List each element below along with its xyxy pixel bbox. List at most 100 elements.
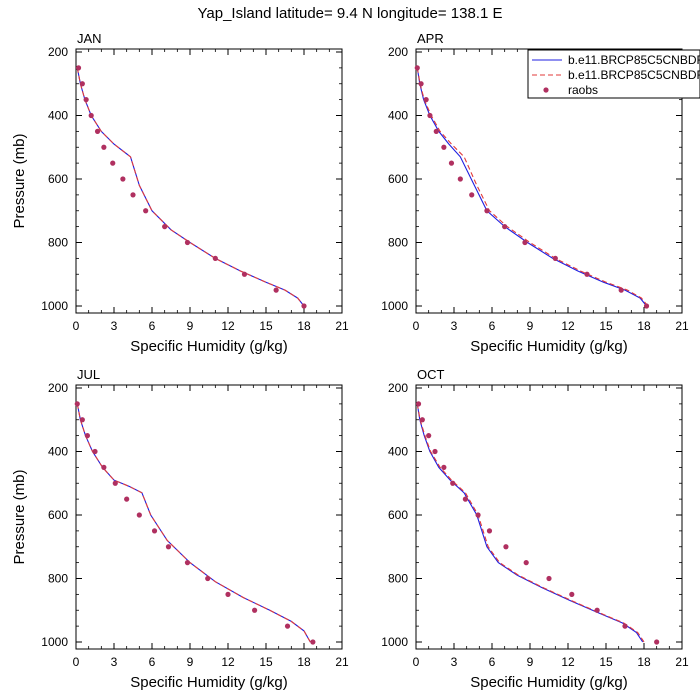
data-point: [448, 160, 455, 166]
data-point: [79, 81, 85, 87]
series-raobs: [74, 401, 316, 645]
x-tick-label: 0: [73, 655, 80, 669]
series-line-1: [76, 403, 311, 643]
data-point: [310, 639, 316, 645]
data-point: [414, 65, 420, 71]
series-line-1: [76, 67, 305, 307]
series-line-2: [416, 67, 649, 307]
data-point: [101, 464, 107, 470]
x-tick-label: 6: [489, 655, 496, 669]
data-point: [252, 607, 258, 613]
x-tick-label: 18: [297, 319, 311, 333]
data-point: [522, 239, 528, 246]
x-tick-label: 6: [489, 319, 496, 333]
data-point: [502, 224, 508, 230]
x-tick-label: 0: [413, 655, 420, 669]
data-point: [427, 112, 433, 119]
y-tick-label: 200: [48, 381, 68, 395]
data-point: [284, 623, 291, 629]
data-point: [450, 480, 456, 486]
x-tick-label: 3: [451, 319, 458, 333]
legend-entry: b.e11.BRCP85C5CNBDRD.f09_g16.001: [532, 53, 700, 67]
x-tick-label: 6: [149, 655, 156, 669]
y-tick-label: 800: [48, 572, 68, 586]
data-point: [643, 303, 650, 309]
x-tick-label: 9: [527, 319, 534, 333]
chart-panel-jul: 0 3 6 9 12 15 18 21 200 400 600 800 1000 JUL Specific …: [11, 367, 349, 691]
chart-panel-jan: 0 3 6 9 12 15 18 21 200 400 600 800 1000 JAN Specific …: [11, 31, 349, 355]
data-point: [546, 575, 552, 582]
y-tick-label: 200: [48, 45, 68, 59]
y-tick-label: 800: [388, 572, 408, 586]
chart-panels: 0 3 6 9 12 15 18 212004006008001000JANSpecific …: [11, 31, 689, 691]
legend: b.e11.BRCP85C5CNBDRD.f09_g16.001b.e11.BR…: [527, 49, 700, 99]
data-point: [184, 560, 191, 566]
x-tick-label: 0: [413, 319, 420, 333]
x-axis-label: Specific Humidity (g/kg): [130, 674, 288, 691]
data-point: [654, 639, 660, 645]
x-tick-label: 15: [599, 655, 613, 669]
panel-title: APR: [417, 31, 444, 46]
data-point: [419, 417, 425, 423]
chart-panel-oct: 0 3 6 9 12 15 18 21 200 400 600 800 1000 OCT Specific …: [381, 367, 689, 691]
y-tick-label: 800: [388, 236, 408, 250]
data-point: [130, 192, 136, 198]
x-tick-label: 12: [561, 319, 575, 333]
data-point: [441, 144, 447, 150]
x-tick-label: 0: [73, 319, 80, 333]
data-point: [433, 128, 439, 134]
y-tick-label: 600: [48, 172, 68, 186]
x-tick-label: 3: [451, 655, 458, 669]
legend-entry: b.e11.BRCP85C5CNBDRD.f09_g16.002: [532, 68, 700, 82]
x-axis-label: Specific Humidity (g/kg): [470, 338, 628, 355]
x-tick-label: 12: [561, 655, 575, 669]
y-tick-label: 1000: [381, 635, 408, 649]
panel-title: JAN: [77, 31, 102, 46]
y-tick-label: 600: [388, 508, 408, 522]
legend-label: raobs: [568, 83, 598, 97]
data-point: [75, 65, 82, 71]
data-point: [110, 160, 116, 166]
x-tick-label: 21: [335, 655, 349, 669]
y-tick-label: 400: [388, 445, 408, 459]
series-line-1: [416, 67, 647, 307]
data-point: [79, 417, 85, 423]
y-tick-label: 400: [388, 109, 408, 123]
x-tick-label: 18: [637, 319, 651, 333]
x-tick-label: 21: [335, 319, 349, 333]
data-point: [165, 544, 172, 550]
plot-frame: [75, 384, 343, 650]
chart-panel-apr: 0 3 6 9 12 15 18 21 200 400 600 800 1000 APR Specific …: [381, 31, 689, 355]
x-tick-label: 9: [187, 655, 194, 669]
y-axis-label: Pressure (mb): [11, 133, 28, 228]
x-tick-label: 15: [599, 319, 613, 333]
x-tick-label: 9: [187, 319, 194, 333]
data-point: [584, 271, 590, 277]
legend-label: b.e11.BRCP85C5CNBDRD.f09_g16.002: [568, 68, 700, 82]
data-point: [432, 448, 438, 455]
data-point: [83, 97, 89, 103]
panel-title: OCT: [417, 367, 445, 382]
x-tick-label: 12: [221, 655, 235, 669]
data-point: [486, 528, 493, 534]
x-tick-label: 18: [637, 655, 651, 669]
x-tick-label: 9: [527, 655, 534, 669]
series-line-2: [76, 403, 311, 643]
plot-frame: [415, 384, 683, 650]
data-point: [426, 433, 432, 439]
x-tick-label: 3: [111, 319, 118, 333]
y-tick-label: 600: [48, 508, 68, 522]
data-point: [475, 512, 481, 518]
x-tick-label: 21: [675, 655, 689, 669]
data-point: [92, 448, 98, 455]
data-point: [124, 496, 130, 502]
series-raobs: [415, 401, 660, 645]
data-point: [184, 239, 191, 246]
data-point: [441, 464, 447, 470]
series-line-2: [416, 403, 645, 643]
y-tick-label: 1000: [41, 635, 68, 649]
data-point: [94, 128, 101, 134]
y-tick-label: 200: [388, 45, 408, 59]
x-tick-label: 12: [221, 319, 235, 333]
data-point: [457, 176, 463, 182]
